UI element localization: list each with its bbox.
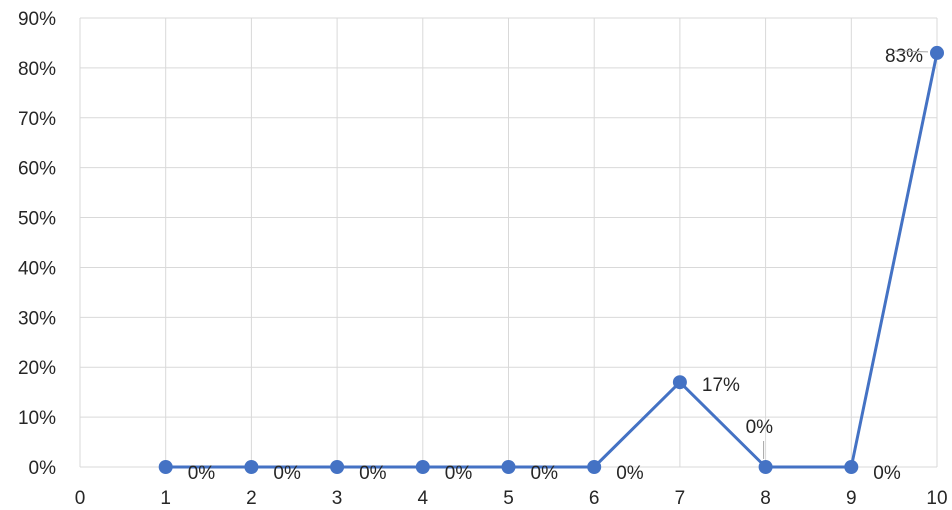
data-point <box>672 375 687 390</box>
y-tick-label: 40% <box>18 258 56 279</box>
x-tick-label: 1 <box>160 488 171 509</box>
data-label: 0% <box>746 417 774 438</box>
y-tick-label: 10% <box>18 408 56 429</box>
y-tick-label: 80% <box>18 59 56 80</box>
data-label: 83% <box>885 46 923 67</box>
y-tick-label: 90% <box>18 9 56 30</box>
y-tick-label: 60% <box>18 159 56 180</box>
data-point <box>415 460 430 474</box>
x-tick-label: 0 <box>75 488 86 509</box>
data-point <box>930 45 944 60</box>
x-tick-label: 4 <box>418 488 429 509</box>
data-label: 0% <box>531 463 559 484</box>
x-tick-label: 6 <box>589 488 600 509</box>
series-line <box>165 52 939 469</box>
data-point <box>244 460 259 474</box>
leader-line <box>894 50 929 53</box>
y-tick-label: 0% <box>29 458 57 479</box>
x-tick-label: 3 <box>332 488 343 509</box>
data-point <box>158 460 173 474</box>
data-label: 0% <box>273 463 301 484</box>
data-point <box>844 460 859 474</box>
y-tick-label: 70% <box>18 109 56 130</box>
data-label: 0% <box>445 463 473 484</box>
x-tick-label: 5 <box>503 488 514 509</box>
data-label: 0% <box>188 463 216 484</box>
x-tick-label: 2 <box>246 488 257 509</box>
data-label: 0% <box>873 463 901 484</box>
data-point <box>501 460 516 474</box>
x-tick-label: 7 <box>675 488 686 509</box>
x-tick-label: 9 <box>846 488 857 509</box>
data-point <box>587 460 602 474</box>
data-label: 0% <box>359 463 387 484</box>
y-tick-label: 50% <box>18 209 56 230</box>
y-tick-label: 20% <box>18 358 56 379</box>
data-label: 17% <box>702 375 740 396</box>
x-tick-label: 8 <box>760 488 771 509</box>
data-point <box>330 460 345 474</box>
data-point <box>758 460 773 474</box>
x-tick-label: 10 <box>926 488 947 509</box>
y-tick-label: 30% <box>18 308 56 329</box>
data-label: 0% <box>616 463 644 484</box>
